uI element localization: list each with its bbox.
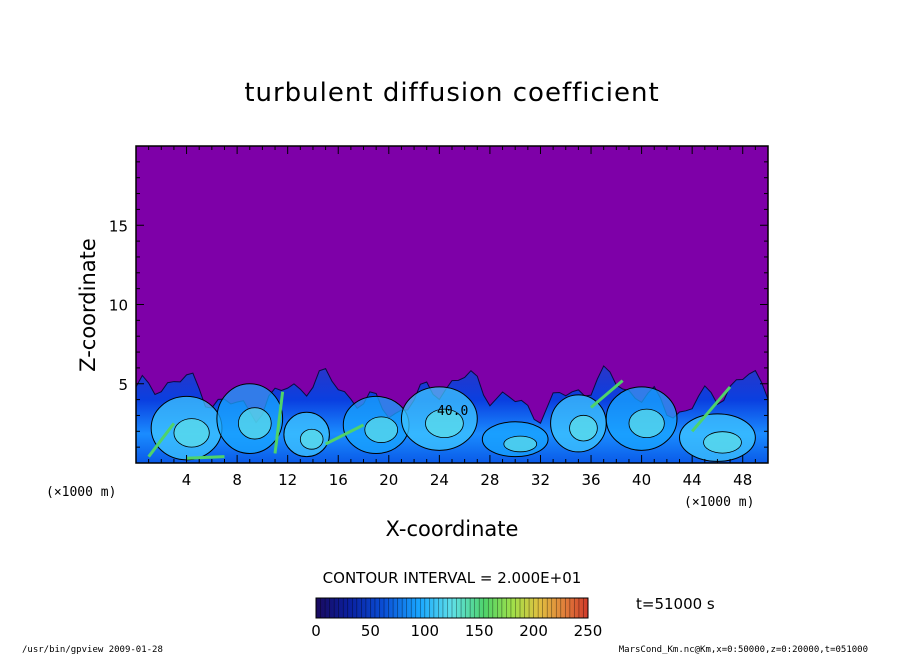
eddy-core (299, 428, 324, 450)
contour-interval: CONTOUR INTERVAL = 2.000E+01 (323, 569, 582, 587)
eddy-core (503, 435, 538, 453)
y-tick-label: 5 (118, 376, 128, 394)
x-tick-label: 24 (430, 471, 449, 489)
colorbar-stripes (320, 598, 584, 618)
colorbar-tick-label: 0 (311, 622, 321, 640)
high-value-strand (691, 385, 732, 433)
eddy-core (628, 408, 665, 439)
high-value-strand (186, 455, 225, 460)
high-value-strand (147, 422, 176, 458)
y-axis-ticks: 5 10 15 (109, 161, 768, 448)
turbulence-field (136, 365, 768, 463)
contour-label: 40.0 (437, 404, 468, 419)
eddy-core (703, 431, 742, 454)
x-tick-label: 36 (581, 471, 600, 489)
x-axis-ticks: 4 8 12 16 20 24 28 32 36 40 44 48 (148, 146, 756, 489)
high-value-strand (590, 379, 624, 409)
x-tick-label: 48 (733, 471, 752, 489)
colorbar-tick-label: 150 (465, 622, 494, 640)
colorbar-ticks: 0 50 100 150 200 250 (311, 622, 602, 640)
time-label: t=51000 s (636, 595, 715, 613)
x-tick-label: 8 (232, 471, 242, 489)
footer-program: /usr/bin/gpview 2009-01-28 (22, 645, 163, 654)
colorbar-tick-label: 250 (574, 622, 603, 640)
x-tick-label: 4 (182, 471, 192, 489)
x-tick-label: 20 (379, 471, 398, 489)
x-tick-label: 28 (480, 471, 499, 489)
y-tick-label: 15 (109, 217, 128, 235)
x-axis-unit: (×1000 m) (684, 495, 754, 510)
eddy-core (237, 407, 272, 440)
chart-title: turbulent diffusion coefficient (244, 78, 659, 108)
colorbar-tick-label: 50 (361, 622, 380, 640)
eddy-core (425, 408, 464, 439)
colorbar-tick-label: 100 (410, 622, 439, 640)
x-tick-label: 32 (531, 471, 550, 489)
x-tick-label: 16 (329, 471, 348, 489)
y-axis-unit: (×1000 m) (46, 485, 116, 500)
y-axis-title: Z-coordinate (76, 238, 100, 372)
eddy-core (364, 416, 399, 443)
x-tick-label: 40 (632, 471, 651, 489)
high-value-strand (273, 391, 285, 454)
high-value-strand (324, 423, 365, 446)
x-tick-label: 12 (278, 471, 297, 489)
eddy-core (173, 418, 210, 448)
footer-source: MarsCond_Km.nc@Km,x=0:50000,z=0:20000,t=… (619, 645, 868, 654)
y-tick-label: 10 (109, 297, 128, 315)
x-axis-title: X-coordinate (386, 517, 519, 541)
colorbar-tick-label: 200 (519, 622, 548, 640)
eddy-core (569, 414, 598, 442)
x-tick-label: 44 (683, 471, 702, 489)
